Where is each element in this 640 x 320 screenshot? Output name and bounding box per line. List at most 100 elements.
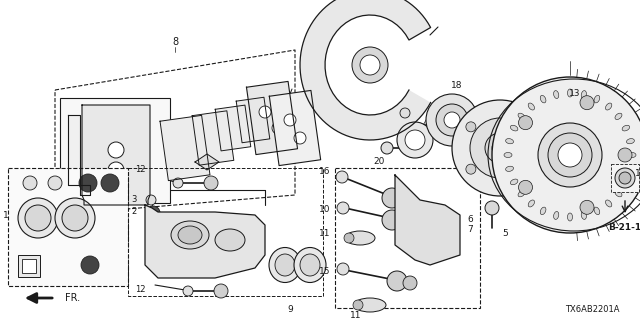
- Ellipse shape: [178, 226, 202, 244]
- Text: 11: 11: [319, 229, 330, 238]
- Circle shape: [353, 300, 363, 310]
- Bar: [8, 168, 128, 286]
- Circle shape: [101, 174, 119, 192]
- Bar: [611, 164, 639, 192]
- Circle shape: [397, 122, 433, 158]
- Ellipse shape: [510, 179, 518, 185]
- Circle shape: [381, 142, 393, 154]
- Polygon shape: [195, 154, 219, 170]
- Text: 7: 7: [467, 226, 473, 235]
- Ellipse shape: [518, 113, 525, 119]
- Text: FR.: FR.: [65, 293, 80, 303]
- Polygon shape: [192, 111, 234, 165]
- Ellipse shape: [605, 103, 612, 110]
- Circle shape: [398, 215, 412, 229]
- Ellipse shape: [581, 91, 586, 99]
- Text: 2: 2: [131, 207, 136, 217]
- Ellipse shape: [605, 200, 612, 207]
- Text: 12: 12: [135, 285, 145, 294]
- Circle shape: [382, 210, 402, 230]
- Circle shape: [558, 143, 582, 167]
- Text: B-21-1: B-21-1: [609, 223, 640, 233]
- Ellipse shape: [628, 153, 636, 157]
- Ellipse shape: [554, 91, 559, 99]
- Text: 19: 19: [636, 170, 640, 179]
- Bar: [18, 255, 40, 277]
- Circle shape: [204, 176, 218, 190]
- Circle shape: [506, 177, 516, 187]
- Circle shape: [62, 205, 88, 231]
- Circle shape: [294, 132, 306, 144]
- Circle shape: [344, 233, 354, 243]
- Text: 3: 3: [131, 195, 137, 204]
- Bar: [22, 259, 36, 273]
- Ellipse shape: [506, 139, 513, 144]
- Circle shape: [531, 143, 541, 153]
- Ellipse shape: [215, 229, 245, 251]
- Circle shape: [337, 202, 349, 214]
- Circle shape: [79, 174, 97, 192]
- Circle shape: [492, 140, 508, 156]
- Ellipse shape: [506, 166, 513, 172]
- Bar: [128, 168, 323, 296]
- Circle shape: [183, 286, 193, 296]
- Circle shape: [580, 96, 594, 110]
- Text: 10: 10: [319, 205, 330, 214]
- Circle shape: [259, 106, 271, 118]
- Circle shape: [146, 206, 160, 220]
- Ellipse shape: [540, 95, 546, 103]
- Text: 15: 15: [319, 267, 330, 276]
- Ellipse shape: [627, 139, 634, 144]
- Bar: [60, 98, 170, 203]
- Circle shape: [81, 256, 99, 274]
- Text: 11: 11: [350, 311, 362, 320]
- Ellipse shape: [275, 254, 295, 276]
- Ellipse shape: [554, 212, 559, 220]
- Text: 5: 5: [502, 228, 508, 237]
- Circle shape: [548, 133, 592, 177]
- Text: 8: 8: [172, 37, 178, 47]
- Text: 20: 20: [373, 157, 385, 166]
- Ellipse shape: [615, 190, 622, 197]
- Circle shape: [470, 118, 530, 178]
- Circle shape: [444, 112, 460, 128]
- Ellipse shape: [354, 298, 386, 312]
- Circle shape: [615, 168, 635, 188]
- Ellipse shape: [622, 179, 630, 185]
- Circle shape: [284, 114, 296, 126]
- Circle shape: [492, 77, 640, 233]
- Circle shape: [618, 148, 632, 162]
- Circle shape: [485, 133, 515, 163]
- Circle shape: [214, 284, 228, 298]
- Circle shape: [360, 55, 380, 75]
- Ellipse shape: [528, 103, 534, 110]
- Polygon shape: [82, 105, 150, 205]
- Ellipse shape: [568, 89, 573, 97]
- Circle shape: [619, 172, 631, 184]
- Circle shape: [18, 198, 58, 238]
- Text: 16: 16: [319, 167, 330, 177]
- Circle shape: [48, 176, 62, 190]
- Circle shape: [405, 130, 425, 150]
- Circle shape: [403, 276, 417, 290]
- Ellipse shape: [594, 207, 600, 215]
- Polygon shape: [269, 91, 321, 165]
- Polygon shape: [160, 116, 210, 180]
- Circle shape: [272, 122, 284, 134]
- Text: TX6AB2201A: TX6AB2201A: [566, 306, 620, 315]
- Circle shape: [23, 176, 37, 190]
- Circle shape: [108, 142, 124, 158]
- Ellipse shape: [294, 247, 326, 283]
- Ellipse shape: [622, 125, 630, 131]
- Circle shape: [580, 200, 594, 214]
- Circle shape: [466, 122, 476, 132]
- Circle shape: [485, 201, 499, 215]
- Text: 17: 17: [516, 198, 528, 207]
- Circle shape: [426, 94, 478, 146]
- Polygon shape: [145, 205, 265, 278]
- Polygon shape: [236, 97, 270, 143]
- Ellipse shape: [300, 254, 320, 276]
- Ellipse shape: [510, 125, 518, 131]
- Text: 4: 4: [422, 119, 428, 129]
- Text: 9: 9: [287, 306, 293, 315]
